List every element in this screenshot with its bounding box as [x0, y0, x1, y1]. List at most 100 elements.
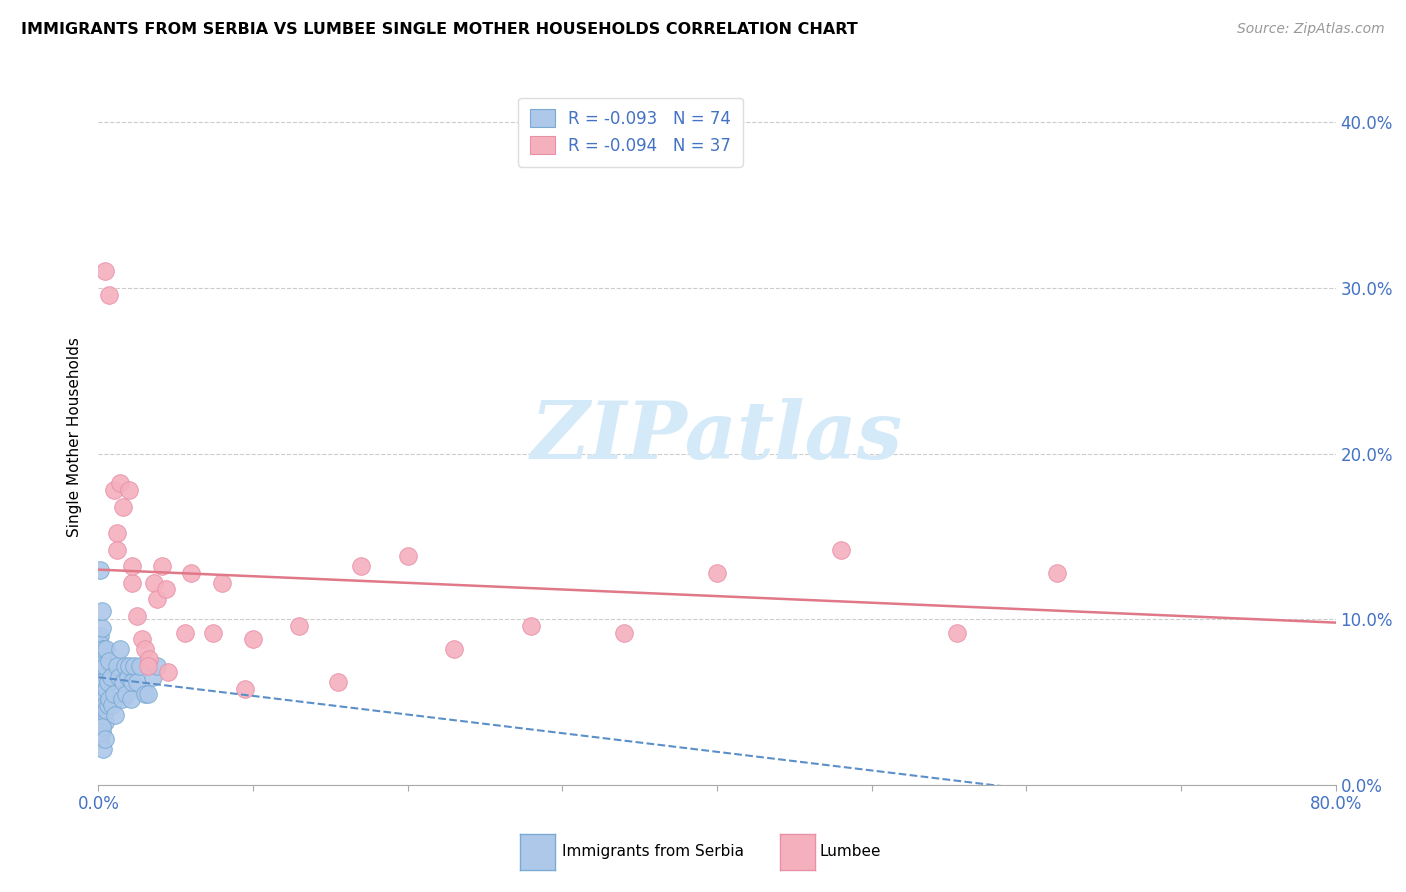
Point [115, 687, 138, 701]
Point [91, 741, 114, 756]
Point [613, 625, 636, 640]
Point [112, 500, 135, 514]
Point [90, 691, 112, 706]
Point [89, 679, 111, 693]
Point [89, 563, 111, 577]
Point [89, 662, 111, 676]
Point [103, 687, 125, 701]
Point [127, 609, 149, 624]
Point [90, 720, 112, 734]
Point [89, 725, 111, 739]
Point [91, 642, 114, 657]
Point [112, 675, 135, 690]
Point [104, 708, 127, 723]
Point [96, 681, 118, 696]
Point [138, 652, 160, 666]
Point [89, 687, 111, 701]
Point [89, 637, 111, 651]
Point [89, 687, 111, 701]
Point [105, 658, 128, 673]
Point [520, 619, 543, 633]
Point [157, 665, 180, 680]
Point [93, 714, 115, 729]
Point [946, 625, 969, 640]
Point [122, 658, 145, 673]
Point [443, 642, 465, 657]
Point [89, 658, 111, 673]
Point [97, 675, 120, 690]
Point [242, 632, 264, 647]
Point [93, 264, 115, 278]
Text: Source: ZipAtlas.com: Source: ZipAtlas.com [1237, 22, 1385, 37]
Point [117, 670, 139, 684]
Point [830, 542, 852, 557]
Point [90, 708, 112, 723]
Point [89, 728, 111, 742]
Point [150, 559, 173, 574]
Point [91, 708, 114, 723]
Point [114, 658, 136, 673]
Point [96, 703, 118, 717]
Point [89, 654, 111, 668]
Point [89, 712, 111, 726]
Point [89, 698, 111, 713]
Point [89, 703, 111, 717]
Point [146, 658, 169, 673]
Point [98, 287, 121, 301]
Point [90, 658, 112, 673]
Point [396, 549, 419, 564]
Point [350, 559, 373, 574]
Point [129, 658, 152, 673]
Point [98, 654, 121, 668]
Point [90, 648, 112, 663]
Point [108, 476, 131, 491]
Point [89, 731, 111, 746]
Point [136, 658, 159, 673]
Text: Lumbee: Lumbee [820, 845, 882, 859]
Point [89, 675, 111, 690]
Point [89, 720, 111, 734]
Point [103, 483, 125, 497]
Point [98, 691, 121, 706]
Point [180, 566, 202, 580]
Point [89, 687, 111, 701]
Point [90, 675, 112, 690]
Point [121, 559, 143, 574]
Point [90, 621, 112, 635]
Point [1046, 566, 1069, 580]
Point [93, 658, 115, 673]
Point [121, 575, 143, 590]
Legend: R = -0.093   N = 74, R = -0.094   N = 37: R = -0.093 N = 74, R = -0.094 N = 37 [519, 97, 742, 167]
Point [90, 725, 112, 739]
Point [97, 698, 120, 713]
Point [89, 670, 111, 684]
Text: IMMIGRANTS FROM SERBIA VS LUMBEE SINGLE MOTHER HOUSEHOLDS CORRELATION CHART: IMMIGRANTS FROM SERBIA VS LUMBEE SINGLE … [21, 22, 858, 37]
Point [96, 642, 118, 657]
Point [101, 698, 124, 713]
Point [108, 642, 131, 657]
Text: ZIPatlas: ZIPatlas [531, 399, 903, 475]
Point [326, 675, 350, 690]
Point [90, 604, 112, 618]
Point [89, 645, 111, 659]
Point [235, 681, 257, 696]
Point [100, 670, 122, 684]
Point [118, 483, 141, 497]
Point [155, 582, 177, 597]
Point [93, 698, 115, 713]
Point [174, 625, 197, 640]
Point [211, 575, 233, 590]
Point [134, 687, 156, 701]
Point [91, 691, 114, 706]
Point [121, 675, 143, 690]
Point [105, 526, 128, 541]
Point [120, 691, 142, 706]
Point [89, 695, 111, 709]
Y-axis label: Single Mother Households: Single Mother Households [67, 337, 83, 537]
Point [288, 619, 311, 633]
Point [201, 625, 224, 640]
Point [91, 642, 114, 657]
Point [136, 687, 159, 701]
Point [118, 658, 141, 673]
Point [134, 642, 156, 657]
